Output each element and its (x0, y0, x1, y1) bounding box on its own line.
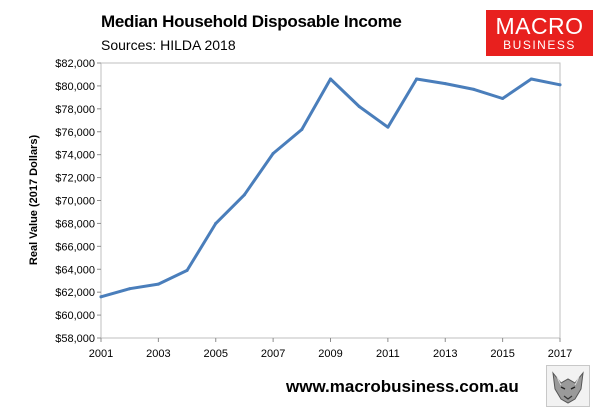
y-axis-label: Real Value (2017 Dollars) (28, 135, 40, 266)
x-tick-label: 2013 (433, 348, 457, 360)
x-tick-label: 2007 (261, 348, 285, 360)
x-tick-label: 2005 (204, 348, 228, 360)
y-tick-label: $78,000 (55, 104, 95, 116)
data-point (386, 125, 390, 129)
y-tick-label: $74,000 (55, 150, 95, 162)
series-group (99, 77, 562, 299)
y-tick-label: $76,000 (55, 127, 95, 139)
data-point (357, 105, 361, 109)
wolf-head-icon (546, 365, 590, 407)
data-point (472, 87, 476, 91)
x-axis: 2001 2003 2005 2007 2009 2011 2013 2015 2017 (89, 338, 572, 360)
data-point (99, 295, 103, 299)
data-point (415, 77, 419, 81)
x-tick-label: 2003 (146, 348, 170, 360)
x-tick-label: 2017 (548, 348, 572, 360)
logo-line-1: MACRO (495, 13, 584, 39)
y-tick-label: $68,000 (55, 218, 95, 230)
data-point (128, 287, 132, 291)
macrobusiness-logo: MACRO BUSINESS (486, 10, 593, 56)
x-tick-label: 2011 (376, 348, 400, 360)
data-point (501, 97, 505, 101)
y-tick-label: $80,000 (55, 81, 95, 93)
chart-title: Median Household Disposable Income (101, 12, 402, 31)
logo-line-2: BUSINESS (503, 38, 576, 52)
x-tick-label: 2009 (318, 348, 342, 360)
y-tick-label: $72,000 (55, 173, 95, 185)
data-point (185, 268, 189, 272)
y-tick-label: $64,000 (55, 264, 95, 276)
data-point (529, 77, 533, 81)
site-url[interactable]: www.macrobusiness.com.au (286, 377, 519, 396)
y-tick-label: $82,000 (55, 58, 95, 70)
data-point (558, 83, 562, 87)
y-tick-label: $70,000 (55, 196, 95, 208)
series-line-0 (99, 77, 562, 299)
plot-area (100, 62, 561, 339)
data-point (156, 282, 160, 286)
y-tick-label: $62,000 (55, 287, 95, 299)
data-point (214, 221, 218, 225)
y-tick-label: $66,000 (55, 241, 95, 253)
x-tick-label: 2001 (89, 348, 113, 360)
x-tick-label: 2015 (490, 348, 514, 360)
y-tick-label: $58,000 (55, 333, 95, 345)
data-point (329, 77, 332, 81)
y-tick-label: $60,000 (55, 310, 95, 322)
data-point (300, 127, 304, 131)
data-point (443, 82, 447, 86)
y-axis: $58,000 $60,000 $62,000 $64,000 $66,000 $68,0… (55, 58, 101, 345)
chart-subtitle: Sources: HILDA 2018 (101, 37, 236, 53)
data-point (242, 193, 246, 197)
data-point (271, 152, 275, 156)
